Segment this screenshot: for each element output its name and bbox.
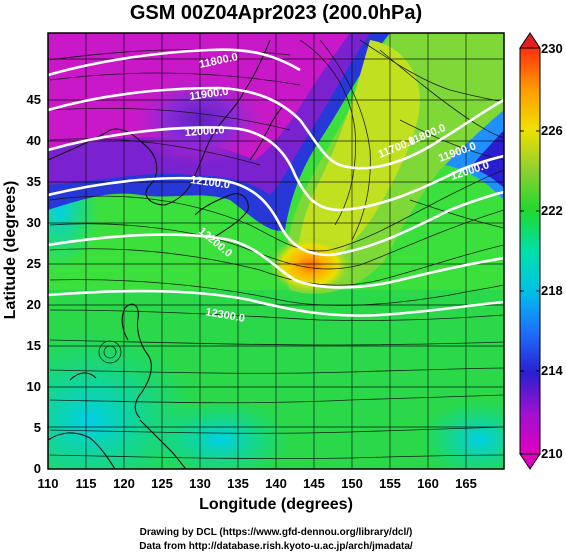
- x-tick-label: 110: [38, 476, 59, 491]
- colorbar: 230 226 222 218 214 210: [519, 32, 563, 470]
- contour-label: 11900.0: [189, 86, 229, 103]
- height-contours: [48, 48, 504, 317]
- colorbar-min-arrow: [519, 453, 541, 470]
- wind-streamlines: [49, 39, 504, 460]
- credit-drawing: Drawing by DCL (https://www.gfd-dennou.o…: [140, 527, 413, 538]
- contour-label: 12100.0: [190, 174, 231, 191]
- y-tick-label: 35: [27, 174, 41, 189]
- x-tick-label: 140: [265, 476, 287, 491]
- y-axis-label: Latitude (degrees): [2, 181, 19, 320]
- x-tick-label: 120: [113, 476, 135, 491]
- x-axis: 110 115 120 125 130 135 140 145 150 155 …: [38, 476, 477, 491]
- x-tick-label: 165: [455, 476, 477, 491]
- y-tick-label: 45: [27, 92, 41, 107]
- colorbar-scale: [519, 47, 541, 455]
- x-tick-label: 145: [303, 476, 325, 491]
- x-tick-label: 155: [379, 476, 401, 491]
- credit-data: Data from http://database.rish.kyoto-u.a…: [139, 541, 413, 552]
- coastlines: [48, 39, 285, 469]
- y-tick-label: 30: [27, 215, 41, 230]
- y-tick-label: 0: [34, 461, 41, 476]
- x-tick-label: 130: [189, 476, 211, 491]
- y-tick-label: 5: [34, 420, 41, 435]
- y-tick-label: 15: [27, 338, 41, 353]
- contour-label: 12000.0: [184, 124, 225, 139]
- x-tick-label: 160: [417, 476, 439, 491]
- x-axis-label: Longitude (degrees): [199, 496, 353, 513]
- map-panel: 11800.0 11900.0 12000.0 12100.0 12200.0 …: [48, 33, 504, 469]
- colorbar-tick-label: 214: [541, 363, 563, 378]
- colorbar-tick-label: 222: [541, 203, 563, 218]
- y-tick-label: 20: [27, 297, 41, 312]
- y-tick-label: 25: [27, 256, 41, 271]
- y-tick-label: 40: [27, 133, 41, 148]
- colorbar-tick-label: 230: [541, 41, 563, 56]
- colorbar-tick-label: 226: [541, 123, 563, 138]
- x-tick-label: 125: [151, 476, 173, 491]
- x-tick-label: 135: [227, 476, 249, 491]
- chart-title: GSM 00Z04Apr2023 (200.0hPa): [130, 2, 422, 24]
- x-tick-label: 115: [76, 476, 97, 491]
- colorbar-max-arrow: [519, 32, 541, 49]
- colorbar-tick-label: 218: [541, 283, 563, 298]
- lat-lon-grid: [48, 33, 504, 469]
- y-tick-label: 10: [27, 379, 41, 394]
- y-axis: 0 5 10 15 20 25 30 35 40 45: [27, 92, 41, 476]
- map-frame: [47, 32, 505, 470]
- x-tick-label: 150: [341, 476, 363, 491]
- colorbar-tick-label: 210: [541, 446, 563, 461]
